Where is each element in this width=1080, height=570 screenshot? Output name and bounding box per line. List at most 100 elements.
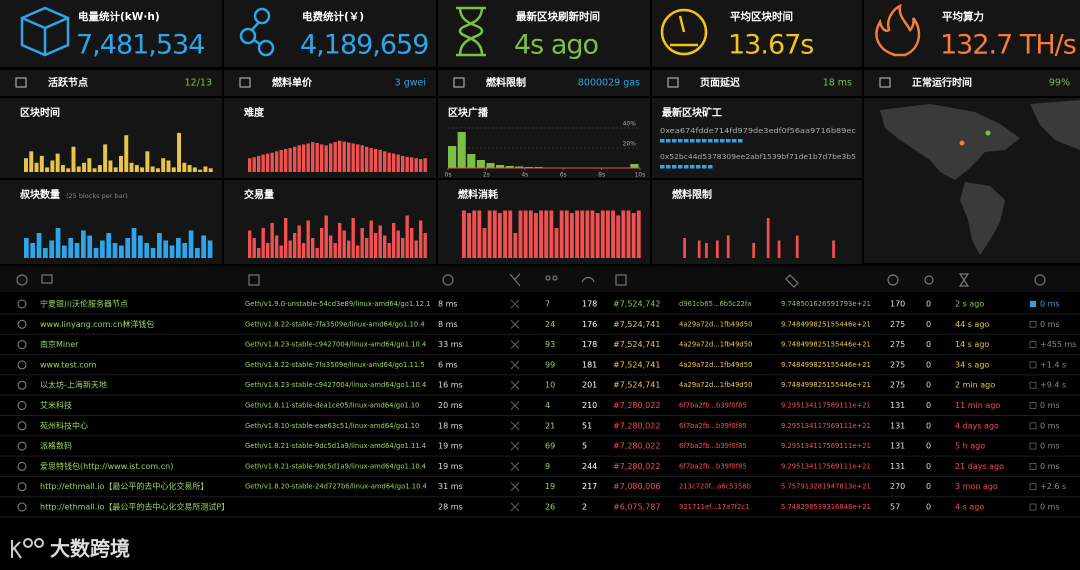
bar [207, 240, 213, 258]
table-cell: 4 s ago [955, 503, 984, 512]
table-cell: 69 [545, 442, 555, 451]
table-cell: 16 ms [438, 381, 463, 390]
table-cell: 9.295134117569111e+21 [781, 402, 871, 410]
bar [467, 154, 476, 168]
table-cell: 6f7ba2fb...b39f0f85 [679, 462, 747, 470]
bar [177, 132, 182, 172]
chart-title: 交易量 [244, 188, 274, 201]
table-cell: #7,524,741 [613, 360, 660, 369]
bar [554, 228, 559, 258]
bar [60, 165, 65, 172]
table-cell: 18 ms [438, 421, 463, 430]
table-cell: #7,280,022 [613, 442, 660, 451]
table-cell: 0 ms [1040, 503, 1060, 512]
table-cell: 51 [582, 421, 592, 430]
bar [396, 154, 400, 172]
bar [266, 153, 270, 172]
table-cell: #7,080,006 [613, 482, 660, 491]
chart-title: 叔块数量 [20, 188, 60, 201]
propagation-indicator [1029, 442, 1037, 450]
table-cell: 6 ms [438, 360, 458, 369]
table-cell: 26 [545, 503, 555, 512]
bar [248, 230, 252, 258]
bar [347, 240, 351, 258]
miner-block [732, 139, 737, 143]
bar [360, 228, 364, 258]
bar [43, 248, 48, 258]
table-cell: www.test.com [40, 360, 97, 369]
bar [414, 240, 418, 258]
table-cell: 0 ms [1040, 320, 1060, 329]
bar [487, 210, 492, 258]
table-cell: 南京Miner [40, 339, 79, 349]
bar [351, 143, 355, 172]
bar [203, 166, 208, 172]
bar [187, 165, 192, 172]
bar [523, 210, 528, 258]
info-tile [0, 70, 222, 96]
bar [320, 228, 324, 258]
table-cell: 275 [890, 320, 905, 329]
table-cell: +9.4 s [1040, 381, 1066, 390]
table-cell: 5.757913281947813e+21 [781, 483, 871, 491]
bar [81, 230, 86, 258]
table-cell: 14 s ago [955, 340, 989, 349]
table-cell: 20 ms [438, 401, 463, 410]
info-tile [224, 70, 436, 96]
table-cell: 4 [545, 401, 550, 410]
miner-block [738, 139, 743, 143]
info-label: 页面延迟 [700, 76, 740, 89]
miner-block [672, 165, 677, 169]
bar [270, 152, 274, 172]
bar [462, 210, 466, 258]
chart-subtitle: (25 blocks per bar) [66, 192, 128, 200]
bar [252, 157, 256, 172]
bar [306, 220, 310, 258]
bar [448, 146, 457, 168]
bar [257, 248, 261, 258]
bar [396, 230, 400, 258]
bar [208, 168, 213, 172]
bar [570, 213, 574, 258]
table-cell: Geth/v1.8.21-stable-9dc5d1a9/linux-amd64… [245, 462, 426, 470]
bar [333, 243, 337, 258]
bar [539, 210, 543, 258]
bar [405, 215, 409, 258]
table-cell: 0 [926, 401, 931, 410]
miner-hash: 0x52bc44d5378309ee2abf1539bf71de1b7d7be3… [660, 153, 856, 161]
miner-block [708, 139, 713, 143]
table-cell: 0 ms [1040, 442, 1060, 451]
table-cell: 0 ms [1040, 401, 1060, 410]
bar [505, 166, 514, 168]
bar [62, 245, 67, 258]
bar [150, 248, 156, 258]
info-value: 8000029 gas [578, 78, 640, 89]
bar [766, 218, 770, 258]
bar [302, 243, 306, 258]
y-tick-label: 20% [623, 141, 637, 148]
table-cell: 7 [545, 300, 550, 309]
bar [66, 168, 71, 172]
bar [76, 166, 81, 172]
bar [606, 210, 610, 258]
bar [392, 223, 396, 258]
bar [378, 225, 382, 258]
propagation-indicator [1029, 341, 1037, 349]
table-cell: 21 [545, 421, 555, 430]
table-cell: 0 [926, 482, 931, 491]
bar [528, 210, 533, 258]
bar [503, 210, 507, 258]
table-cell: Geth/v1.8.23-stable-c9427004/linux-amd64… [245, 341, 426, 349]
table-cell: 275 [890, 340, 905, 349]
bar [374, 233, 378, 258]
bar [342, 230, 346, 258]
bar [138, 235, 143, 258]
bar [71, 146, 76, 172]
table-cell: 181 [582, 360, 597, 369]
table-cell: 275 [890, 381, 905, 390]
bar [297, 225, 301, 258]
chart-title: 区块广播 [448, 106, 489, 119]
x-tick-label: 4s [521, 172, 528, 179]
propagation-indicator [1029, 320, 1037, 328]
bar [315, 143, 319, 172]
